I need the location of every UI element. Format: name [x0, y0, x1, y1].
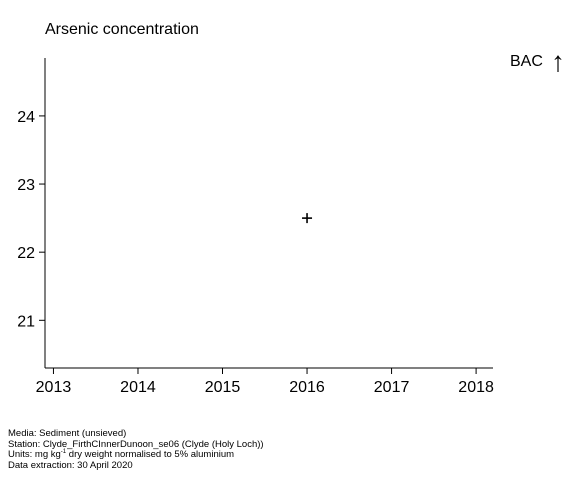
x-ticks: 2013 2014 2015 2016 2017 2018 [36, 368, 494, 396]
x-tick-label: 2016 [289, 379, 325, 396]
extraction-info: Data extraction: 30 April 2020 [8, 459, 133, 471]
metadata-footer: Media: Sediment (unsieved) Station: Clyd… [8, 428, 264, 471]
x-tick-label: 2014 [120, 379, 156, 396]
units-superscript: -1 [60, 449, 67, 456]
x-tick-label: 2013 [36, 379, 72, 396]
x-tick-label: 2017 [374, 379, 410, 396]
x-tick-label: 2018 [458, 379, 494, 396]
y-tick-label: 21 [17, 313, 35, 330]
bac-arrow-icon: ↑ [551, 46, 565, 77]
x-tick-label: 2015 [205, 379, 241, 396]
chart-title: Arsenic concentration [45, 21, 199, 38]
y-tick-label: 23 [17, 177, 35, 194]
units-info: Units: mg kg-1 dry weight normalised to … [8, 449, 264, 461]
y-tick-label: 22 [17, 245, 35, 262]
media-info: Media: Sediment (unsieved) [8, 428, 127, 439]
bac-label: BAC [510, 53, 543, 70]
y-tick-label: 24 [17, 109, 35, 126]
data-point [302, 213, 313, 224]
station-info: Station: Clyde_FirthCInnerDunoon_se06 (C… [8, 438, 264, 450]
units-suffix: dry weight normalised to 5% aluminium [66, 449, 235, 461]
units-prefix: Units: mg kg [8, 449, 61, 461]
y-ticks: 21 22 23 24 [17, 109, 45, 330]
data-points [302, 213, 313, 224]
